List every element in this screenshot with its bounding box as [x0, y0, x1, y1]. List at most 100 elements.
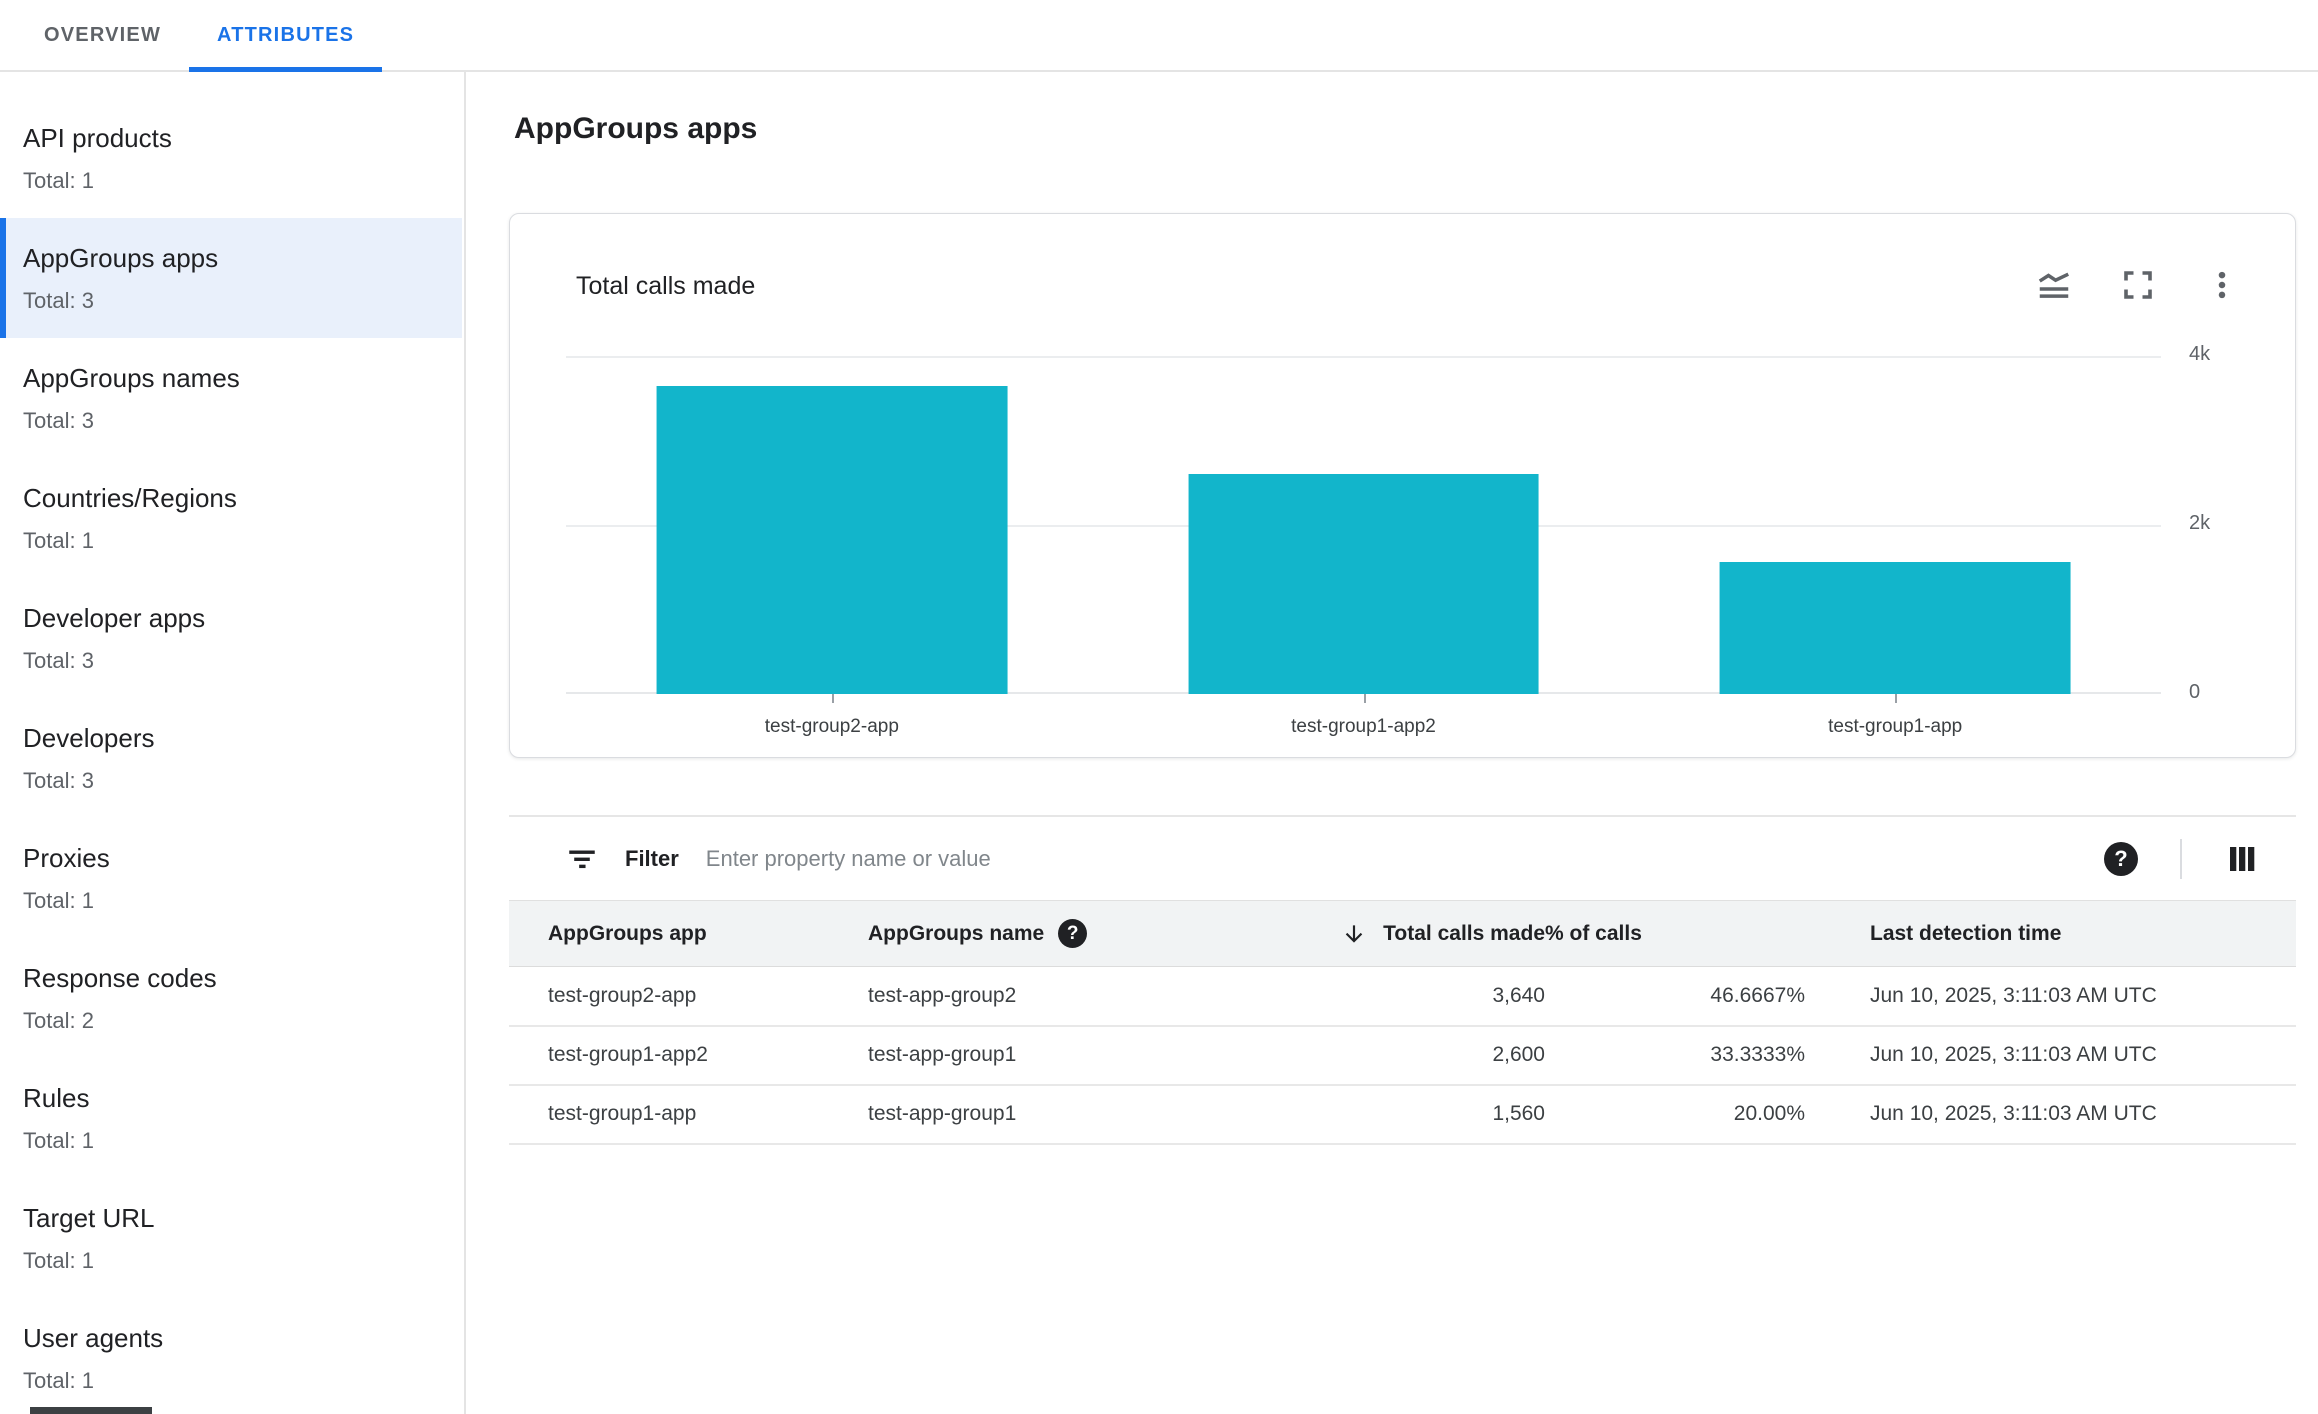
sidebar-item-target-url[interactable]: Target URL Total: 1 [0, 1178, 462, 1298]
attributes-sidebar: API products Total: 1 AppGroups apps Tot… [0, 72, 466, 1414]
filter-actions: ? [2090, 839, 2260, 879]
cell-name: test-app-group1 [868, 1025, 1300, 1086]
sidebar-item-title: Developer apps [23, 603, 206, 633]
col-header-total-calls[interactable]: Total calls made [1300, 900, 1545, 967]
sidebar-item-rules[interactable]: Rules Total: 1 [0, 1058, 462, 1178]
bar-slot [566, 356, 1098, 703]
sidebar-item-title: User agents [23, 1323, 164, 1353]
active-tab-underline [189, 67, 383, 72]
vertical-divider [2180, 839, 2182, 879]
sidebar-item-total: Total: 1 [23, 1368, 94, 1393]
y-axis-tick-0: 0 [2189, 681, 2201, 703]
sidebar-item-total: Total: 1 [23, 168, 94, 193]
cell-app: test-group1-app2 [509, 1025, 868, 1086]
cell-calls: 2,600 [1300, 1025, 1545, 1086]
sidebar-item-title: AppGroups apps [23, 243, 219, 273]
chart-bars [566, 356, 2161, 703]
sidebar-item-title: API products [23, 123, 172, 153]
columns-icon[interactable] [2224, 841, 2260, 877]
appgroups-name-help-icon[interactable]: ? [1058, 919, 1088, 948]
x-axis-label: test-group1-app [1828, 716, 1963, 737]
sidebar-item-title: Target URL [23, 1203, 155, 1233]
sidebar-item-appgroups-apps[interactable]: AppGroups apps Total: 3 [0, 218, 462, 338]
filter-label: Filter [625, 846, 679, 871]
x-axis-tick [1363, 694, 1366, 703]
table-row[interactable]: test-group2-app test-app-group2 3,640 46… [509, 966, 2296, 1027]
sidebar-item-title: Developers [23, 723, 155, 753]
table-row[interactable]: test-group1-app test-app-group1 1,560 20… [509, 1084, 2296, 1145]
sidebar-clipped-item [30, 1407, 152, 1414]
cell-pct: 46.6667% [1545, 966, 1805, 1027]
bar-slot [1098, 356, 1630, 703]
cell-pct: 20.00% [1545, 1084, 1805, 1145]
col-header-appgroups-name[interactable]: AppGroups name ? [868, 900, 1300, 967]
bar-slot [1629, 356, 2161, 703]
sidebar-item-total: Total: 3 [23, 288, 94, 313]
table-row[interactable]: test-group1-app2 test-app-group1 2,600 3… [509, 1025, 2296, 1086]
sidebar-item-api-products[interactable]: API products Total: 1 [0, 98, 462, 218]
y-axis-tick-4k: 4k [2189, 343, 2211, 365]
cell-time: Jun 10, 2025, 3:11:03 AM UTC [1805, 1025, 2296, 1086]
gridline-4k [566, 356, 2161, 358]
chart-title: Total calls made [576, 272, 756, 300]
chart-bar-test-group1-app[interactable] [1719, 562, 2071, 694]
tab-bar: OVERVIEW ATTRIBUTES [0, 0, 2318, 72]
tab-overview[interactable]: OVERVIEW [16, 0, 189, 70]
x-axis-label: test-group2-app [764, 716, 899, 737]
x-axis-tick [831, 694, 834, 703]
sidebar-item-total: Total: 1 [23, 1248, 94, 1273]
col-header-appgroups-app[interactable]: AppGroups app [509, 900, 868, 967]
sidebar-item-appgroups-names[interactable]: AppGroups names Total: 3 [0, 338, 462, 458]
tab-attributes[interactable]: ATTRIBUTES [189, 0, 383, 72]
chart-toolbar [2035, 266, 2241, 304]
sidebar-item-total: Total: 2 [23, 1008, 94, 1033]
more-vert-icon[interactable] [2203, 266, 2241, 304]
table-filter-bar: Filter ? [509, 815, 2296, 901]
cell-time: Jun 10, 2025, 3:11:03 AM UTC [1805, 1084, 2296, 1145]
bar-chart-plot [566, 356, 2161, 703]
cell-name: test-app-group2 [868, 966, 1300, 1027]
fullscreen-icon[interactable] [2119, 266, 2157, 304]
x-axis-label: test-group1-app2 [1291, 716, 1436, 737]
sidebar-item-total: Total: 1 [23, 1128, 94, 1153]
col-header-last-detection[interactable]: Last detection time [1805, 900, 2296, 967]
x-axis-tick [1895, 694, 1898, 703]
cell-app: test-group2-app [509, 966, 868, 1027]
sidebar-item-title: Rules [23, 1083, 90, 1113]
sidebar-item-total: Total: 3 [23, 408, 94, 433]
chart-x-labels: test-group2-app test-group1-app2 test-grou… [566, 694, 2161, 737]
sidebar-item-total: Total: 1 [23, 888, 94, 913]
cell-calls: 1,560 [1300, 1084, 1545, 1145]
sidebar-item-title: Countries/Regions [23, 483, 237, 513]
sidebar-item-total: Total: 1 [23, 528, 94, 553]
sidebar-item-developers[interactable]: Developers Total: 3 [0, 698, 462, 818]
table-header-row: AppGroups app AppGroups name ? [509, 900, 2296, 967]
appgroups-table: AppGroups app AppGroups name ? [509, 900, 2296, 1145]
sidebar-item-proxies[interactable]: Proxies Total: 1 [0, 818, 462, 938]
sidebar-item-total: Total: 3 [23, 648, 94, 673]
sidebar-item-title: Response codes [23, 963, 217, 993]
col-header-pct-of-calls[interactable]: % of calls [1545, 900, 1805, 967]
main-content: AppGroups apps Total calls made [466, 72, 2318, 1414]
page-title: AppGroups apps [514, 112, 758, 145]
cell-app: test-group1-app [509, 1084, 868, 1145]
cell-name: test-app-group1 [868, 1084, 1300, 1145]
filter-list-icon[interactable] [565, 842, 599, 876]
cell-calls: 3,640 [1300, 966, 1545, 1027]
tab-attributes-label: ATTRIBUTES [217, 23, 355, 46]
stacked-line-chart-icon[interactable] [2035, 266, 2073, 304]
sidebar-item-developer-apps[interactable]: Developer apps Total: 3 [0, 578, 462, 698]
sidebar-item-user-agents[interactable]: User agents Total: 1 [0, 1298, 462, 1414]
sidebar-item-countries-regions[interactable]: Countries/Regions Total: 1 [0, 458, 462, 578]
sidebar-item-response-codes[interactable]: Response codes Total: 2 [0, 938, 462, 1058]
filter-input[interactable] [705, 846, 2090, 872]
cell-pct: 33.3333% [1545, 1025, 1805, 1086]
help-icon[interactable]: ? [2104, 842, 2138, 876]
chart-bar-test-group1-app2[interactable] [1188, 474, 1539, 694]
cell-time: Jun 10, 2025, 3:11:03 AM UTC [1805, 966, 2296, 1027]
y-axis-tick-2k: 2k [2189, 512, 2211, 534]
tab-overview-label: OVERVIEW [44, 23, 162, 46]
sidebar-item-title: AppGroups names [23, 363, 240, 393]
chart-bar-test-group2-app[interactable] [656, 386, 1008, 694]
